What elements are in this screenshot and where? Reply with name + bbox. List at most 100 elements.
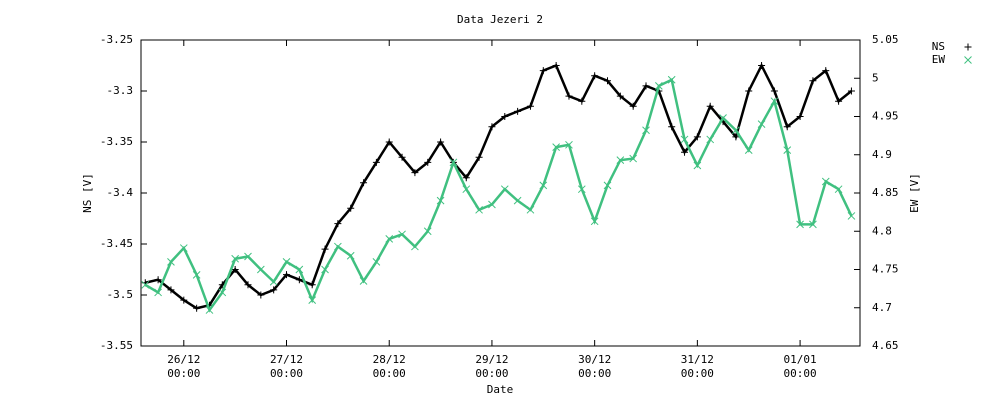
point — [822, 67, 830, 75]
point — [590, 217, 599, 226]
point — [809, 77, 817, 85]
x-tick-label: 29/12 00:00 — [475, 353, 508, 380]
y-tick-label: -3.45 — [100, 237, 133, 250]
point — [745, 87, 753, 95]
point — [809, 220, 817, 229]
point — [552, 143, 560, 151]
point — [821, 177, 830, 186]
point — [346, 251, 355, 260]
point — [360, 179, 368, 187]
point — [514, 107, 522, 115]
point — [719, 114, 727, 122]
point — [411, 242, 419, 251]
point — [283, 271, 291, 279]
point — [629, 154, 638, 163]
point — [603, 181, 612, 190]
point — [334, 220, 342, 228]
point — [565, 92, 573, 100]
y2-tick-label: 4.65 — [872, 339, 899, 352]
point — [244, 252, 252, 261]
x-tick-label: 30/12 00:00 — [578, 353, 611, 380]
point — [847, 87, 855, 95]
point — [475, 153, 483, 161]
point — [154, 276, 162, 284]
point — [398, 153, 406, 161]
point — [693, 161, 702, 170]
point — [154, 288, 162, 297]
y2-tick-label: 4.95 — [872, 110, 899, 123]
y-tick-label: -3.5 — [107, 288, 134, 301]
point — [192, 271, 201, 279]
point — [706, 135, 715, 144]
point — [423, 227, 432, 236]
y2-tick-label: 5.05 — [872, 33, 899, 46]
y2-tick-label: 4.9 — [872, 148, 892, 161]
point — [578, 97, 586, 105]
point — [321, 265, 329, 274]
point — [488, 200, 496, 209]
y2-tick-label: 4.75 — [872, 263, 899, 276]
chart-title: Data Jezeri 2 — [457, 13, 543, 26]
point — [758, 62, 766, 69]
point — [257, 291, 265, 299]
y2-tick-label: 4.7 — [872, 301, 892, 314]
point — [732, 133, 740, 141]
point — [654, 82, 663, 90]
point — [668, 123, 676, 131]
point — [757, 120, 766, 129]
legend-label: NS — [932, 40, 945, 53]
x-axis-label: Date — [487, 383, 514, 396]
point — [231, 254, 240, 263]
point — [308, 296, 317, 304]
point — [501, 113, 509, 120]
point — [167, 257, 175, 266]
point — [616, 92, 624, 100]
x-tick-label: 27/12 00:00 — [270, 353, 303, 380]
point — [167, 286, 175, 294]
point — [642, 126, 650, 135]
y-tick-label: -3.25 — [100, 33, 133, 46]
x-tick-label: 26/12 00:00 — [167, 353, 200, 380]
point — [205, 306, 214, 314]
point — [180, 296, 188, 304]
point — [269, 277, 278, 286]
point — [141, 280, 150, 289]
point — [334, 242, 342, 251]
y2-tick-label: 5 — [872, 71, 879, 84]
point — [835, 97, 843, 105]
point — [500, 185, 509, 194]
point — [539, 67, 547, 75]
y2-tick-label: 4.85 — [872, 186, 899, 199]
point — [411, 169, 419, 177]
point — [693, 133, 701, 141]
point — [488, 123, 496, 131]
legend-label: EW — [932, 53, 946, 66]
point — [770, 87, 778, 95]
point — [372, 257, 381, 266]
point — [744, 146, 753, 155]
point — [462, 185, 471, 194]
point — [732, 126, 740, 135]
y-axis-label: NS [V] — [81, 173, 94, 213]
point — [437, 138, 445, 146]
point — [603, 77, 611, 85]
point — [436, 196, 445, 205]
y2-axis-label: EW [V] — [908, 173, 921, 213]
legend-marker — [964, 43, 972, 51]
point — [526, 102, 534, 110]
point — [680, 135, 689, 144]
point — [218, 288, 227, 297]
point — [539, 181, 548, 190]
point — [308, 281, 316, 289]
point — [616, 156, 625, 164]
point — [256, 265, 265, 274]
point — [591, 72, 599, 80]
x-tick-label: 28/12 00:00 — [373, 353, 406, 380]
point — [667, 75, 676, 84]
point — [179, 244, 188, 252]
point — [385, 138, 393, 146]
point — [347, 204, 355, 212]
point — [359, 277, 368, 285]
point — [796, 220, 804, 229]
